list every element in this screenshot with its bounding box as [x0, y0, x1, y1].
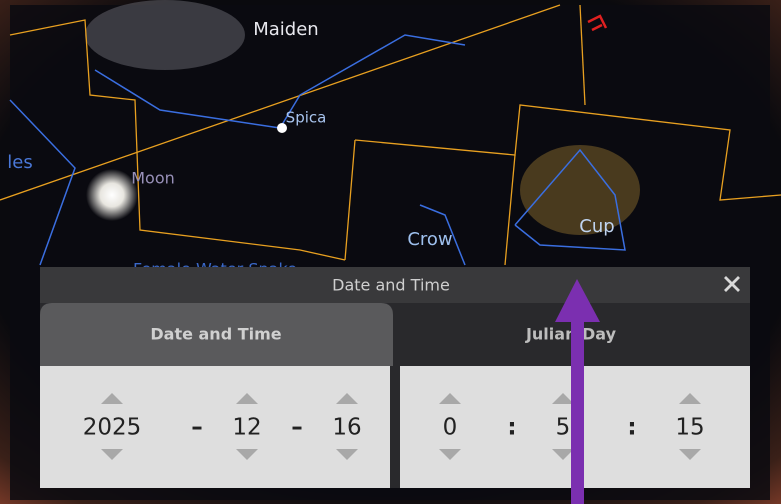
stellarium-view: MaidenSpicaMoonCrowCupFemale Water Snake… — [0, 0, 781, 504]
maiden-art — [85, 0, 245, 70]
separator: : — [507, 415, 516, 441]
spin-value[interactable]: 16 — [332, 415, 361, 441]
dialog: Date and Time Date and Time Julian Day 2… — [40, 267, 750, 488]
sky-label: Cup — [579, 216, 614, 237]
sky-label: les — [7, 152, 32, 173]
sky-label: Spica — [286, 109, 327, 127]
separator: – — [291, 415, 303, 441]
dialog-title: Date and Time — [332, 276, 450, 295]
separator: : — [627, 415, 636, 441]
spin-value[interactable]: 2025 — [83, 415, 142, 441]
spin-value[interactable]: 0 — [443, 415, 458, 441]
separator: – — [191, 415, 203, 441]
tab-label[interactable]: Julian Day — [525, 325, 617, 344]
sky-label: Maiden — [253, 19, 318, 40]
moon — [86, 169, 138, 221]
spin-value[interactable]: 15 — [675, 415, 704, 441]
spin-value[interactable]: 5 — [556, 415, 571, 441]
sky-label: Crow — [407, 229, 452, 250]
sky-label: Moon — [131, 169, 175, 188]
tab-label[interactable]: Date and Time — [150, 325, 281, 344]
arrow-shaft — [571, 320, 584, 504]
spin-value[interactable]: 12 — [232, 415, 261, 441]
